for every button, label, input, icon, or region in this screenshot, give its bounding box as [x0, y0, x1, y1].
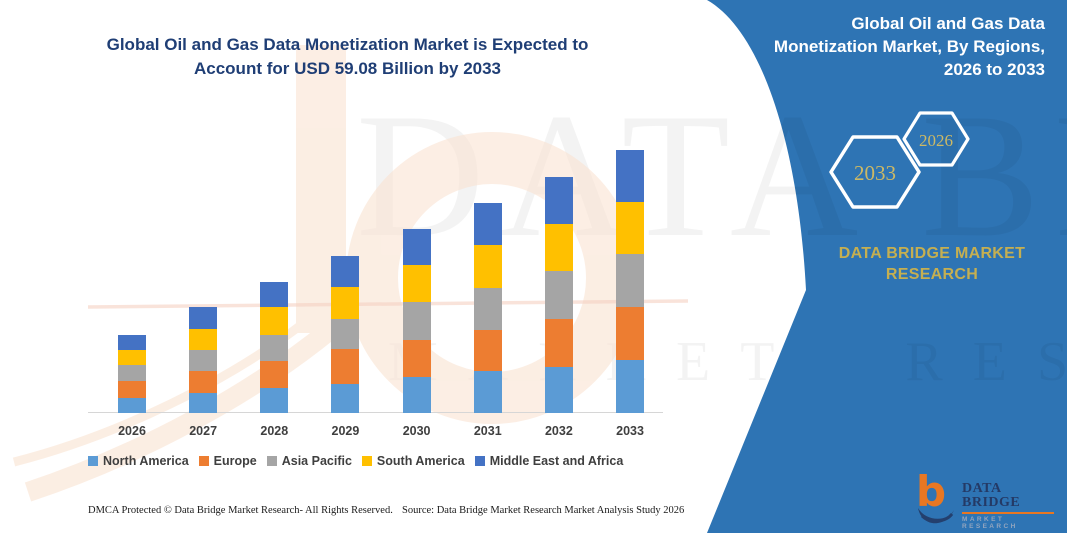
x-axis-label-2027: 2027: [189, 424, 218, 438]
page-title-line2: Account for USD 59.08 Billion by 2033: [193, 59, 502, 78]
bar-segment-middle-east-and-africa-2031: [473, 202, 502, 246]
legend-label: Asia Pacific: [281, 454, 352, 468]
bar-segment-europe-2032: [544, 318, 573, 367]
x-axis-label-2029: 2029: [331, 424, 360, 438]
bar-segment-north-america-2032: [544, 366, 573, 413]
x-axis-label-2033: 2033: [616, 424, 644, 438]
x-axis-label-2031: 2031: [473, 424, 502, 438]
footer-source: Source: Data Bridge Market Research Mark…: [402, 505, 685, 516]
x-axis-label-2030: 2030: [402, 424, 431, 438]
bar-segment-south-america-2029: [331, 287, 360, 319]
bar-2031: [473, 202, 502, 413]
bar-segment-south-america-2027: [189, 328, 218, 351]
legend-swatch-icon: [266, 456, 277, 466]
x-axis-line: [88, 412, 663, 413]
bar-2026: [118, 335, 146, 413]
bar-segment-south-america-2026: [118, 349, 146, 366]
bar-segment-asia-pacific-2031: [473, 287, 502, 330]
bar-segment-south-america-2031: [473, 245, 502, 288]
bar-2029: [331, 255, 360, 413]
legend-swatch-icon: [474, 456, 485, 466]
bar-segment-middle-east-and-africa-2027: [189, 307, 218, 329]
bar-2027: [189, 307, 218, 413]
bar-segment-asia-pacific-2030: [402, 302, 431, 341]
bar-segment-asia-pacific-2026: [118, 365, 146, 382]
bar-segment-middle-east-and-africa-2028: [260, 282, 289, 307]
legend-swatch-icon: [198, 456, 209, 466]
chart-legend: North America Europe Asia Pacific South Ame…: [88, 454, 623, 468]
bar-segment-europe-2030: [402, 340, 431, 378]
legend-label: North America: [103, 454, 189, 468]
legend-label: Europe: [213, 454, 257, 468]
bar-2030: [402, 229, 431, 413]
bar-segment-europe-2031: [473, 329, 502, 372]
bar-segment-asia-pacific-2033: [616, 253, 645, 308]
bar-segment-europe-2028: [260, 361, 289, 388]
bar-2033: [616, 150, 645, 413]
x-axis-label-2028: 2028: [260, 424, 289, 438]
bar-segment-asia-pacific-2032: [544, 271, 573, 319]
bar-segment-middle-east-and-africa-2029: [331, 255, 360, 288]
bar-segment-asia-pacific-2028: [260, 334, 289, 362]
legend-swatch-icon: [88, 456, 98, 466]
bar-segment-europe-2029: [331, 349, 360, 384]
x-axis-label-2032: 2032: [544, 424, 573, 438]
legend-label: Middle East and Africa: [489, 454, 624, 468]
bar-segment-north-america-2030: [402, 377, 431, 413]
bar-segment-europe-2026: [118, 381, 146, 399]
bar-segment-asia-pacific-2029: [331, 318, 360, 350]
bar-segment-north-america-2029: [331, 383, 360, 413]
page-title-line1: Global Oil and Gas Data Monetization Mar…: [106, 35, 589, 54]
bar-segment-south-america-2030: [402, 265, 431, 303]
bar-segment-south-america-2033: [616, 202, 645, 254]
footer-copyright: DMCA Protected © Data Bridge Market Rese…: [88, 505, 393, 516]
bar-segment-europe-2033: [616, 307, 645, 360]
legend-label: South America: [376, 454, 465, 468]
x-axis-label-2026: 2026: [118, 424, 146, 438]
bar-segment-middle-east-and-africa-2030: [402, 229, 431, 266]
bar-segment-north-america-2028: [260, 387, 289, 413]
bar-segment-north-america-2027: [189, 393, 218, 413]
bar-segment-middle-east-and-africa-2033: [616, 150, 645, 203]
legend-item-north-america: North America: [88, 454, 189, 468]
page-title: Global Oil and Gas Data Monetization Mar…: [55, 33, 640, 81]
bar-segment-south-america-2028: [260, 306, 289, 335]
bar-segment-europe-2027: [189, 371, 218, 394]
bar-segment-middle-east-and-africa-2026: [118, 335, 146, 350]
bar-segment-north-america-2033: [616, 359, 645, 413]
bar-2032: [544, 176, 573, 413]
bar-segment-south-america-2032: [544, 224, 573, 272]
bar-segment-north-america-2031: [473, 371, 502, 413]
legend-swatch-icon: [361, 456, 372, 466]
bar-segment-asia-pacific-2027: [189, 350, 218, 372]
legend-item-asia-pacific: Asia Pacific: [266, 454, 352, 468]
legend-item-south-america: South America: [361, 454, 465, 468]
legend-item-europe: Europe: [198, 454, 257, 468]
bar-segment-middle-east-and-africa-2032: [544, 176, 573, 225]
legend-item-middle-east-and-africa: Middle East and Africa: [474, 454, 624, 468]
bar-2028: [260, 282, 289, 413]
bar-segment-north-america-2026: [118, 398, 146, 413]
